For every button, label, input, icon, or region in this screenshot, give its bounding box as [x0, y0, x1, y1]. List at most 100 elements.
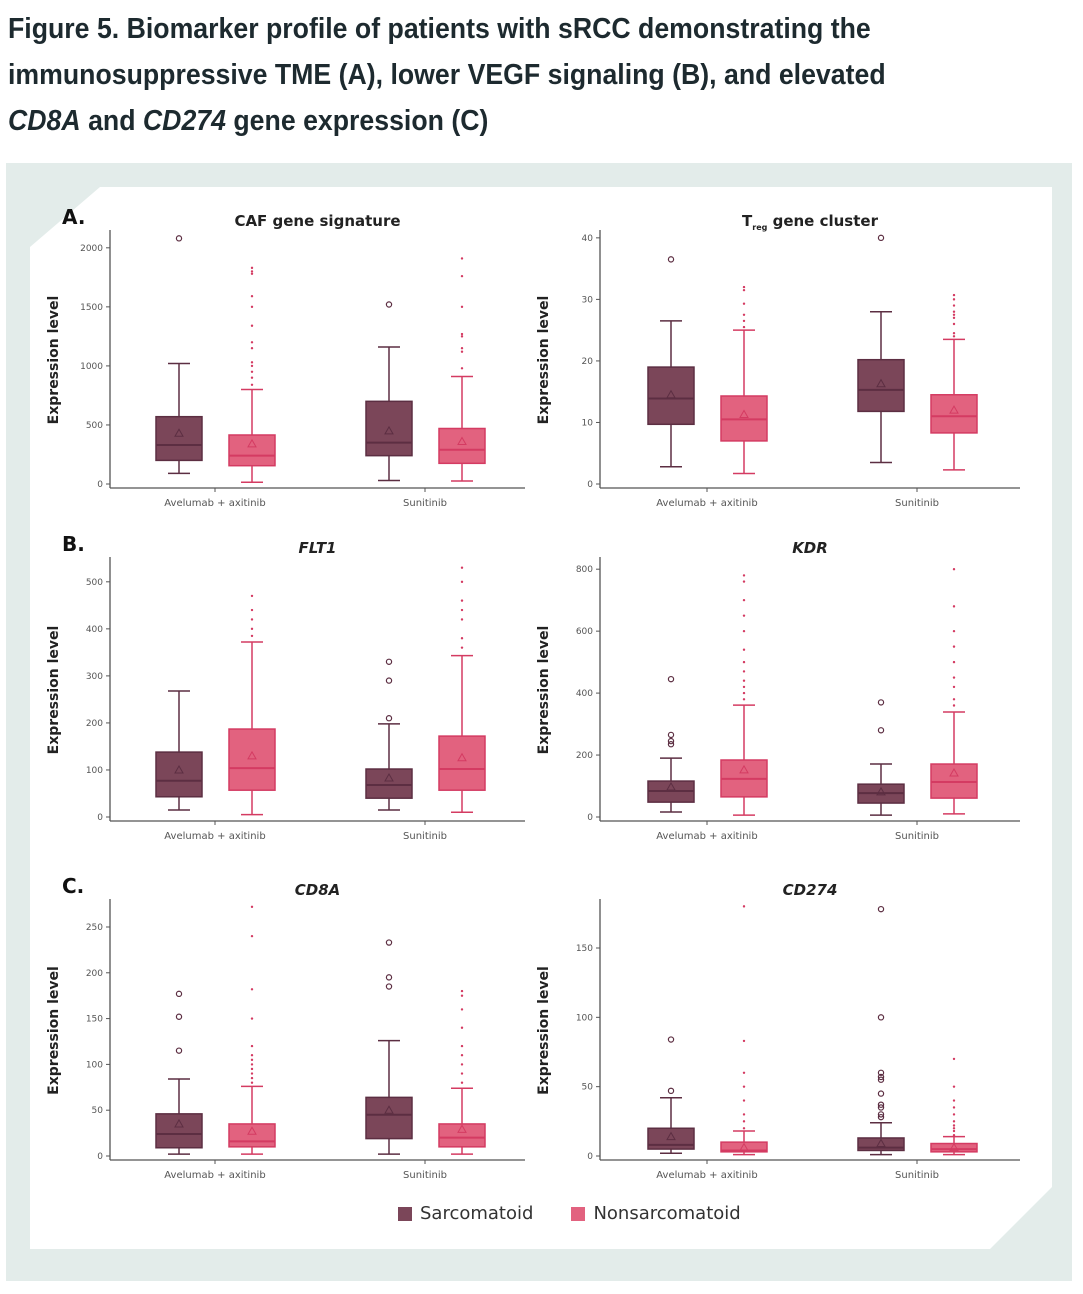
box-iqr: [857, 358, 905, 413]
title-text: and: [80, 105, 143, 137]
outlier-point: [667, 1036, 675, 1043]
outlier-point: [460, 367, 464, 370]
outlier-point: [385, 974, 393, 981]
outlier-point: [742, 1127, 746, 1130]
outlier-point: [460, 274, 464, 278]
outlier-point: [460, 580, 464, 584]
box-iqr: [365, 1096, 413, 1140]
outlier-point: [250, 266, 254, 270]
outlier-point: [952, 1120, 956, 1123]
y-tick-label: 100: [86, 766, 103, 776]
y-axis-label: Expression level: [46, 626, 62, 755]
box-iqr: [155, 751, 203, 798]
panel-title: KDR: [792, 539, 828, 557]
outlier-point: [877, 1111, 885, 1118]
outlier-point: [742, 580, 746, 583]
outlier-point: [460, 637, 464, 640]
mean-marker: [384, 425, 394, 435]
box-sarcomatoid: [647, 1036, 695, 1154]
mean-marker: [174, 1118, 184, 1128]
mean-marker: [739, 409, 749, 418]
outlier-point: [877, 234, 885, 242]
box-sarcomatoid: [365, 658, 413, 811]
outlier-point: [175, 1013, 183, 1020]
legend-swatch: [571, 1206, 586, 1221]
mean-marker: [666, 781, 676, 791]
outlier-point: [952, 660, 956, 664]
legend-swatch: [398, 1206, 412, 1221]
box-iqr: [365, 768, 413, 799]
outlier-point: [250, 376, 254, 379]
outlier-point: [250, 934, 254, 938]
outlier-point: [952, 704, 956, 707]
y-tick-label: 100: [86, 1060, 103, 1070]
outlier-point: [952, 676, 956, 679]
x-tick-label: Avelumab + axitinib: [656, 831, 757, 842]
outlier-point: [877, 1069, 885, 1076]
mean-marker: [949, 768, 959, 777]
box-nonsarcomatoid: [438, 566, 486, 814]
outlier-point: [952, 304, 956, 307]
box-iqr: [930, 394, 978, 434]
y-tick-label: 150: [576, 944, 593, 954]
mean-marker: [247, 1126, 257, 1135]
y-tick-label: 150: [86, 1015, 103, 1025]
figure-title-line3: CD8A and CD274 gene expression (C): [8, 98, 992, 144]
outlier-point: [250, 346, 254, 350]
mean-marker: [174, 428, 184, 437]
box-sarcomatoid: [155, 690, 203, 811]
outlier-point: [667, 731, 675, 739]
panel-6: 0 50 100 150 Avelumab + axitinib Sunitinib Exp…: [536, 881, 1020, 1181]
outlier-point: [742, 614, 746, 617]
outlier-point: [250, 634, 254, 638]
mean-marker: [949, 1142, 959, 1152]
y-tick-label: 0: [97, 480, 103, 490]
outlier-point: [742, 1099, 746, 1102]
x-tick-label: Avelumab + axitinib: [164, 831, 265, 842]
outlier-point: [460, 335, 464, 338]
box-nonsarcomatoid: [930, 1057, 978, 1156]
outlier-point: [250, 295, 254, 298]
outlier-point: [952, 698, 956, 701]
title-subscript: reg: [752, 223, 767, 232]
box-nonsarcomatoid: [720, 905, 768, 1156]
outlier-point: [952, 322, 956, 326]
box-nonsarcomatoid: [228, 905, 276, 1155]
figure-title: Figure 5. Biomarker profile of patients …: [8, 6, 1078, 144]
x-tick-label: Sunitinib: [895, 831, 939, 842]
outlier-point: [460, 1081, 464, 1084]
box-iqr: [720, 1141, 768, 1153]
outlier-point: [385, 939, 393, 946]
outlier-point: [250, 364, 254, 368]
y-tick-label: 0: [587, 1152, 593, 1162]
outlier-point: [742, 698, 746, 701]
outlier-point: [952, 567, 956, 571]
outlier-point: [742, 1085, 746, 1088]
mean-marker: [666, 1131, 676, 1141]
outlier-point: [952, 629, 956, 633]
outlier-point: [460, 257, 464, 260]
panel-4: 0 200 400 600 800 Avelumab + axitinib Sunitini…: [536, 539, 1020, 842]
box-iqr: [647, 1127, 695, 1150]
mean-marker: [457, 1124, 467, 1133]
outlier-point: [952, 1113, 956, 1116]
box-sarcomatoid: [365, 301, 413, 482]
outlier-point: [952, 332, 956, 335]
mean-marker: [247, 438, 257, 448]
outlier-point: [175, 235, 183, 242]
outlier-point: [460, 608, 464, 612]
panel-title: CAF gene signature: [234, 212, 400, 230]
outlier-point: [877, 905, 885, 913]
box-sarcomatoid: [647, 675, 695, 813]
panel-title: CD8A: [295, 881, 341, 899]
mean-marker: [876, 1138, 886, 1148]
outlier-point: [460, 599, 464, 602]
outlier-point: [460, 1008, 464, 1011]
outlier-point: [250, 1054, 254, 1057]
legend-label: Nonsarcomatoid: [593, 1203, 741, 1224]
outlier-point: [250, 608, 254, 612]
outlier-point: [460, 989, 464, 993]
outlier-point: [742, 325, 746, 329]
outlier-point: [742, 1071, 746, 1074]
